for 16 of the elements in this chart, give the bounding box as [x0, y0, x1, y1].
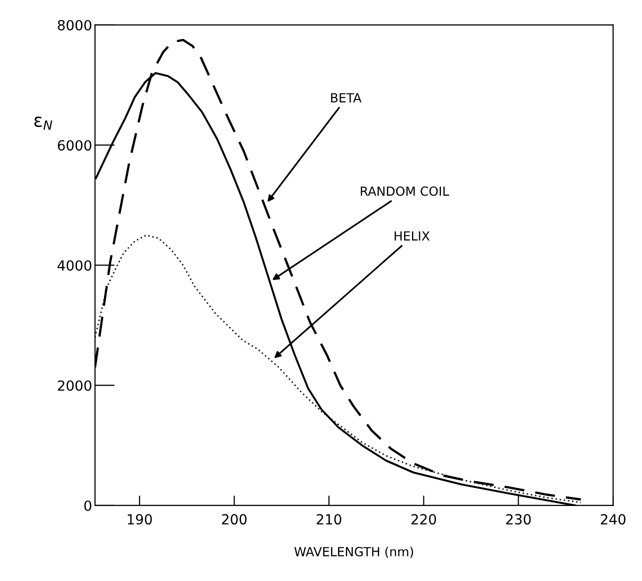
x-tick-label: 220: [411, 514, 436, 525]
y-axis-title: ε$_{N}$: [34, 116, 52, 130]
annotation: RANDOM COIL: [360, 186, 450, 196]
annotation: BETA: [331, 93, 362, 102]
y-tick-label: 8000: [58, 20, 92, 30]
y-tick-label: 0: [84, 500, 92, 511]
x-tick-label: 240: [600, 514, 626, 525]
annotation: HELIX: [394, 231, 430, 240]
y-tick-label: 6000: [58, 140, 92, 151]
y-tick-label: 2000: [58, 380, 92, 391]
x-tick-label: 200: [222, 514, 247, 525]
x-tick-label: 190: [128, 514, 152, 525]
y-tick-label: 4000: [58, 260, 92, 271]
x-axis-title: WAVELENGTH (nm): [294, 546, 414, 558]
x-tick-label: 210: [316, 514, 342, 525]
x-tick-label: 230: [506, 514, 531, 525]
